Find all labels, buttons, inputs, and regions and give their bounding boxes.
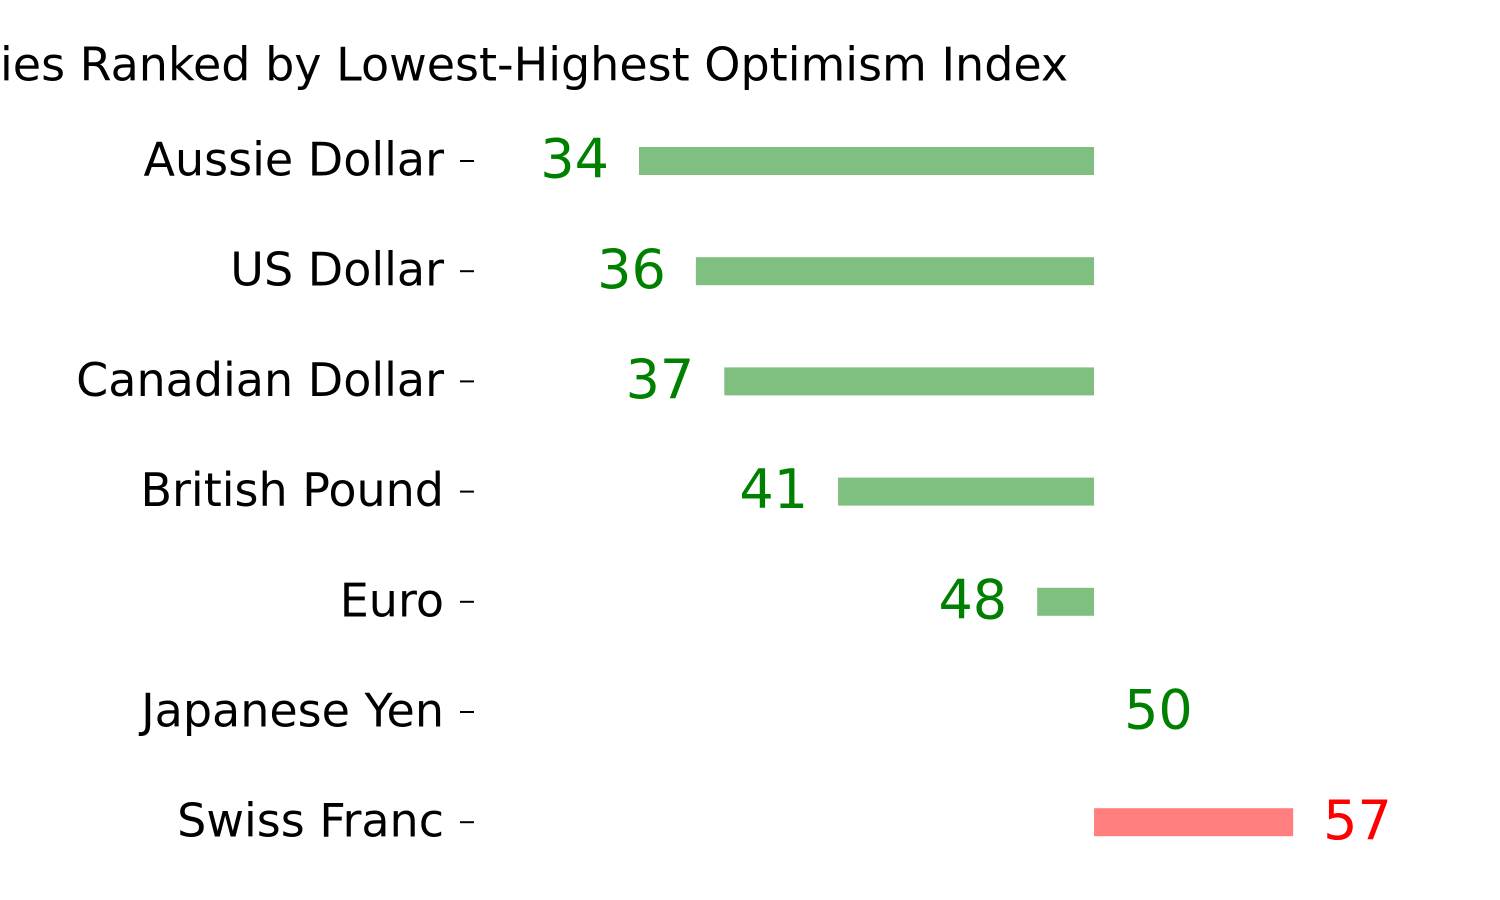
value-label: 50: [1124, 679, 1193, 742]
value-label: 34: [540, 128, 609, 191]
bar: [838, 477, 1095, 506]
y-tick-label: Aussie Dollar: [144, 133, 445, 187]
y-tick-label: British Pound: [140, 463, 444, 517]
value-label: 37: [626, 348, 695, 411]
bar: [638, 147, 1095, 175]
y-tick-label: US Dollar: [230, 243, 444, 297]
bar: [1037, 587, 1095, 616]
value-label: 36: [597, 238, 666, 301]
value-label: 48: [938, 568, 1007, 631]
y-tick-label: Euro: [340, 573, 444, 627]
y-tick-label: Canadian Dollar: [76, 353, 444, 407]
y-tick-label: Japanese Yen: [138, 684, 444, 738]
bar: [695, 257, 1095, 286]
value-label: 57: [1323, 789, 1392, 852]
value-label: 41: [739, 458, 808, 521]
bar: [724, 367, 1095, 396]
bar: [1094, 808, 1294, 837]
chart-title: ies Ranked by Lowest-Highest Optimism In…: [0, 38, 1068, 92]
y-tick-label: Swiss Franc: [177, 794, 444, 848]
